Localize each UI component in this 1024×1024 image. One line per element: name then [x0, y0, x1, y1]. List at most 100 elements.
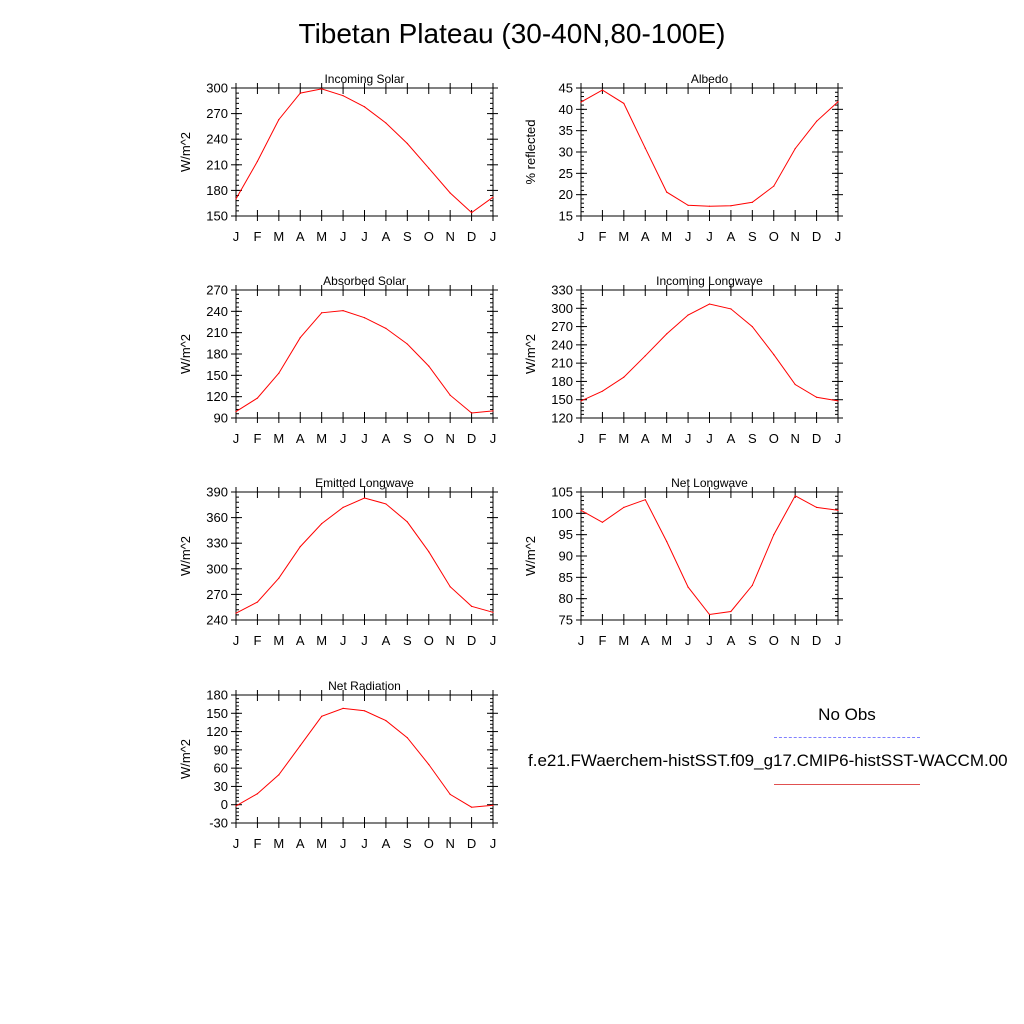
x-tick-label: A	[382, 431, 391, 446]
data-point	[363, 497, 366, 499]
data-point	[730, 308, 732, 310]
data-point	[687, 586, 689, 588]
y-tick-label: 120	[206, 724, 228, 739]
data-point	[623, 376, 625, 378]
y-axis-label: W/m^2	[178, 739, 193, 779]
y-tick-label: 85	[559, 570, 573, 585]
y-tick-label: 180	[206, 688, 228, 703]
data-point	[730, 205, 732, 207]
y-tick-label: 100	[551, 506, 573, 521]
data-point	[470, 806, 473, 808]
x-tick-label: A	[727, 229, 736, 244]
data-point	[815, 506, 818, 508]
y-axis-label: W/m^2	[523, 536, 538, 576]
data-point	[406, 521, 408, 523]
x-tick-label: A	[727, 431, 736, 446]
data-point	[492, 611, 494, 613]
x-tick-label: D	[812, 229, 821, 244]
y-tick-label: 360	[206, 510, 228, 525]
x-tick-label: J	[361, 229, 368, 244]
y-tick-label: 270	[551, 319, 573, 334]
x-tick-label: O	[769, 431, 779, 446]
data-point	[342, 310, 344, 312]
data-point	[406, 343, 408, 345]
data-point	[299, 337, 301, 339]
y-tick-label: 210	[206, 157, 228, 172]
x-tick-label: D	[467, 431, 476, 446]
data-point	[449, 586, 451, 588]
y-tick-label: 240	[206, 613, 228, 628]
data-point	[815, 120, 818, 122]
data-point	[235, 612, 237, 614]
y-tick-label: 150	[206, 368, 228, 383]
x-tick-label: A	[641, 229, 650, 244]
x-tick-label: S	[748, 633, 757, 648]
data-point	[708, 303, 711, 305]
data-point	[385, 122, 387, 124]
data-point	[278, 774, 280, 776]
y-tick-label: 270	[206, 587, 228, 602]
data-point	[278, 577, 280, 579]
data-point	[299, 92, 301, 94]
data-point	[666, 540, 668, 543]
x-tick-label: S	[403, 431, 412, 446]
y-tick-label: 120	[206, 389, 228, 404]
x-tick-label: F	[598, 229, 606, 244]
data-point	[406, 737, 408, 739]
chart-title: Net Radiation	[328, 679, 401, 693]
x-tick-label: J	[361, 431, 368, 446]
data-point	[428, 763, 430, 766]
data-point	[687, 204, 689, 206]
x-tick-label: J	[685, 229, 692, 244]
y-tick-label: 105	[551, 485, 573, 500]
x-tick-label: J	[490, 431, 497, 446]
plot-frame	[580, 289, 839, 419]
data-point	[235, 198, 237, 200]
x-tick-label: A	[382, 229, 391, 244]
x-tick-label: J	[490, 633, 497, 648]
x-tick-label: A	[382, 633, 391, 648]
data-point	[470, 605, 473, 607]
legend-obs-line	[774, 737, 920, 738]
x-tick-label: J	[233, 836, 240, 851]
data-point	[235, 805, 237, 807]
y-tick-label: 180	[206, 183, 228, 198]
y-tick-label: 30	[559, 145, 573, 160]
y-tick-label: 90	[214, 411, 228, 426]
data-point	[256, 793, 259, 795]
x-tick-label: J	[685, 431, 692, 446]
y-tick-label: 15	[559, 209, 573, 224]
data-point	[428, 167, 430, 169]
x-tick-label: N	[790, 633, 799, 648]
x-tick-label: J	[578, 229, 585, 244]
y-tick-label: 120	[551, 411, 573, 426]
y-tick-label: 210	[551, 356, 573, 371]
x-tick-label: A	[641, 633, 650, 648]
x-tick-label: J	[361, 836, 368, 851]
y-tick-label: 45	[559, 81, 573, 96]
y-tick-label: -30	[209, 816, 228, 831]
x-tick-label: J	[361, 633, 368, 648]
x-tick-label: A	[727, 633, 736, 648]
x-tick-label: M	[618, 229, 629, 244]
data-point	[278, 118, 280, 121]
x-tick-label: S	[748, 229, 757, 244]
x-tick-label: J	[835, 229, 842, 244]
x-tick-label: S	[748, 431, 757, 446]
data-point	[644, 147, 646, 149]
x-tick-label: D	[467, 229, 476, 244]
data-point	[321, 88, 323, 90]
data-point	[666, 191, 668, 193]
x-tick-label: N	[445, 229, 454, 244]
y-tick-label: 270	[206, 283, 228, 298]
x-tick-label: O	[769, 633, 779, 648]
data-point	[363, 317, 366, 319]
x-tick-label: M	[661, 229, 672, 244]
x-tick-label: J	[340, 836, 347, 851]
data-point	[385, 327, 387, 329]
data-point	[449, 394, 451, 396]
data-point	[794, 495, 796, 497]
